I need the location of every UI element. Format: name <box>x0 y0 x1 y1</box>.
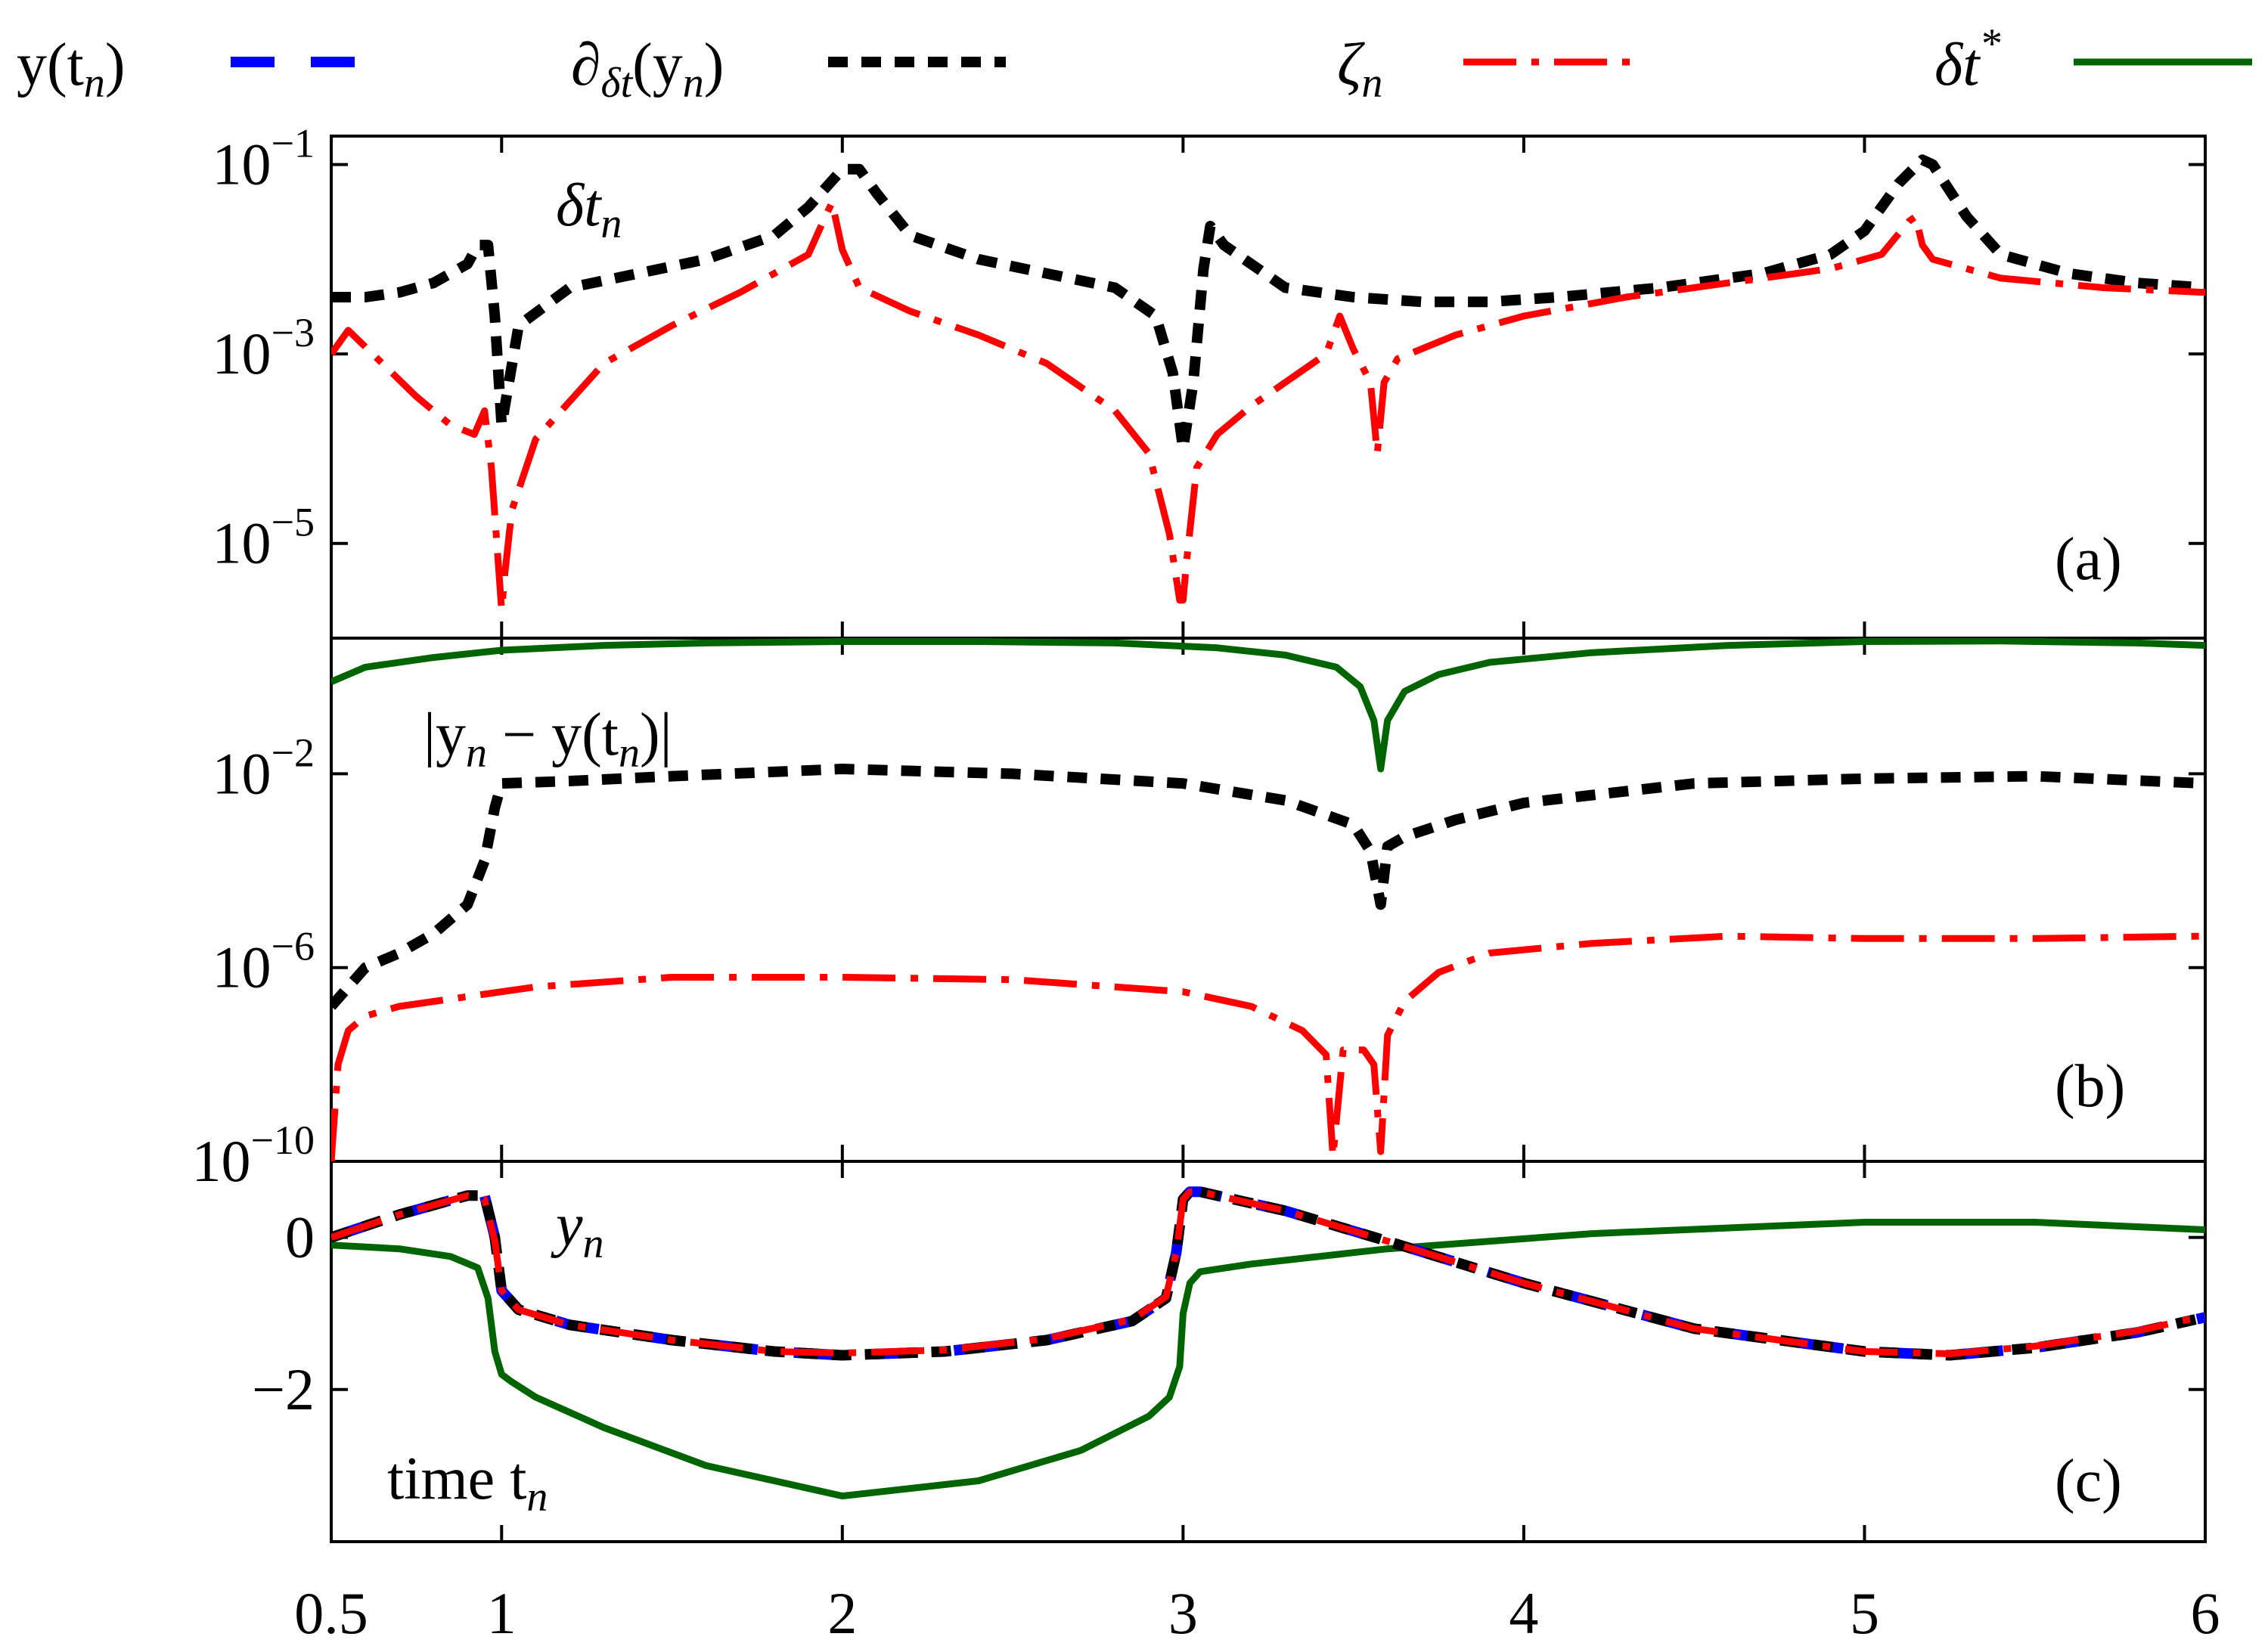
series-c-dashdot <box>331 1188 2205 1357</box>
legend-label-zeta: ζn <box>1337 32 1382 107</box>
panel-b-label: (b) <box>2055 1053 2125 1120</box>
legend-label-derivative: ∂δt(yn) <box>571 32 724 107</box>
xtick-label: 4 <box>1509 1580 1538 1646</box>
xtick-label: 3 <box>1168 1580 1198 1646</box>
series-b-dotted <box>331 764 2205 1010</box>
xtick-label: 6 <box>2191 1580 2220 1646</box>
panel-b-annotation: |yn − y(tn)| <box>424 702 672 777</box>
legend: y(tn) ∂δt(yn) ζn δt* <box>17 20 2252 107</box>
x-axis: 0.5 1 2 3 4 5 6 <box>294 136 2220 1646</box>
ytick-label: 10−1 <box>213 121 315 197</box>
legend-label-delta-star: δt* <box>1934 20 2000 98</box>
ytick-label: 10−6 <box>213 924 315 1000</box>
series-a-dotted <box>331 154 2205 454</box>
panel-a-label: (a) <box>2055 526 2122 593</box>
ytick-label: 10−5 <box>213 500 315 576</box>
xtick-label: 1 <box>487 1580 517 1646</box>
series-b-dashdot <box>331 932 2205 1161</box>
panel-a-annotation: δtn <box>556 172 622 247</box>
xtick-label: 0.5 <box>294 1580 368 1646</box>
series-layer <box>331 154 2205 1500</box>
series-a-dashdot <box>331 199 2205 613</box>
ytick-label: 10−10 <box>192 1117 315 1194</box>
ytick-label: 0 <box>285 1204 315 1270</box>
panel-c-annotation-yn: yn <box>551 1192 604 1267</box>
ytick-label: −2 <box>252 1356 315 1422</box>
ytick-label: 10−2 <box>213 730 315 806</box>
xtick-label: 5 <box>1850 1580 1879 1646</box>
y-axes: 10−1 10−3 10−5 10−2 10−6 10−10 0 −2 <box>192 121 2205 1422</box>
series-c-solid <box>331 1219 2205 1500</box>
series-b-solid <box>331 638 2205 773</box>
ytick-label: 10−3 <box>213 310 315 386</box>
xtick-label: 2 <box>827 1580 857 1646</box>
panel-c-annotation-time: time tn <box>387 1446 548 1520</box>
legend-label-exact: y(tn) <box>17 32 126 107</box>
panel-c-frame <box>330 1160 2207 1543</box>
panel-c-label: (c) <box>2055 1448 2122 1514</box>
